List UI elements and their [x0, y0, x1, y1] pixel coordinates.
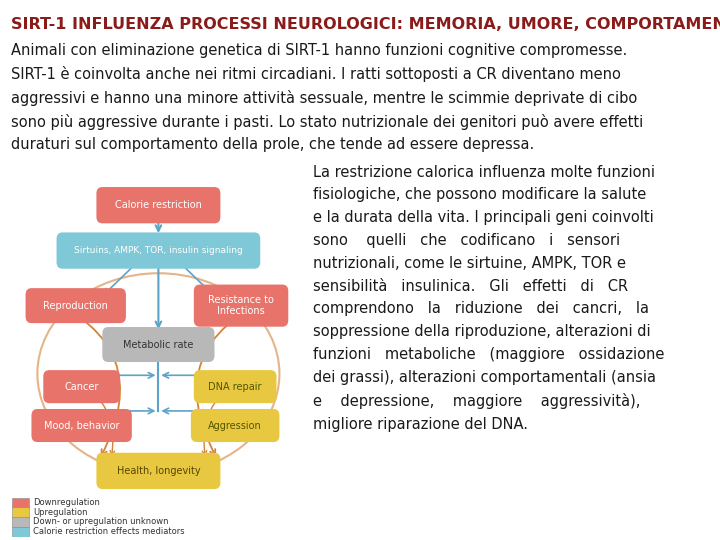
FancyArrowPatch shape [58, 374, 114, 455]
FancyBboxPatch shape [102, 327, 215, 362]
FancyArrowPatch shape [43, 297, 120, 455]
Text: La restrizione calorica influenza molte funzioni
fisiologiche, che possono modif: La restrizione calorica influenza molte … [313, 165, 665, 432]
FancyBboxPatch shape [26, 288, 126, 323]
Text: Upregulation: Upregulation [33, 508, 87, 517]
Text: Calorie restriction effects mediators: Calorie restriction effects mediators [33, 527, 184, 536]
Text: Reproduction: Reproduction [43, 301, 108, 310]
Text: Resistance to
Infections: Resistance to Infections [208, 295, 274, 316]
FancyArrowPatch shape [202, 374, 259, 455]
Text: Aggression: Aggression [208, 421, 262, 430]
FancyBboxPatch shape [12, 527, 29, 537]
FancyBboxPatch shape [96, 453, 220, 489]
Text: Health, longevity: Health, longevity [117, 466, 200, 476]
Text: Downregulation: Downregulation [33, 498, 100, 507]
Text: Metabolic rate: Metabolic rate [123, 340, 194, 349]
Text: DNA repair: DNA repair [208, 382, 262, 392]
Text: Animali con eliminazione genetica di SIRT-1 hanno funzioni cognitive compromesse: Animali con eliminazione genetica di SIR… [11, 43, 643, 152]
FancyBboxPatch shape [194, 285, 288, 327]
Text: Calorie restriction: Calorie restriction [115, 200, 202, 210]
Text: Mood, behavior: Mood, behavior [44, 421, 120, 430]
FancyBboxPatch shape [12, 517, 29, 527]
FancyBboxPatch shape [194, 370, 276, 403]
FancyBboxPatch shape [32, 409, 132, 442]
Text: Down- or upregulation unknown: Down- or upregulation unknown [33, 517, 168, 526]
FancyBboxPatch shape [43, 370, 120, 403]
FancyBboxPatch shape [12, 508, 29, 517]
FancyArrowPatch shape [197, 297, 274, 455]
Text: Sirtuins, AMPK, TOR, insulin signaling: Sirtuins, AMPK, TOR, insulin signaling [74, 246, 243, 255]
Text: Cancer: Cancer [65, 382, 99, 392]
Text: SIRT-1 INFLUENZA PROCESSI NEUROLOGICI: MEMORIA, UMORE, COMPORTAMENTO: SIRT-1 INFLUENZA PROCESSI NEUROLOGICI: M… [11, 17, 720, 32]
FancyBboxPatch shape [12, 498, 29, 508]
FancyBboxPatch shape [57, 232, 260, 269]
FancyBboxPatch shape [191, 409, 279, 442]
FancyBboxPatch shape [96, 187, 220, 224]
